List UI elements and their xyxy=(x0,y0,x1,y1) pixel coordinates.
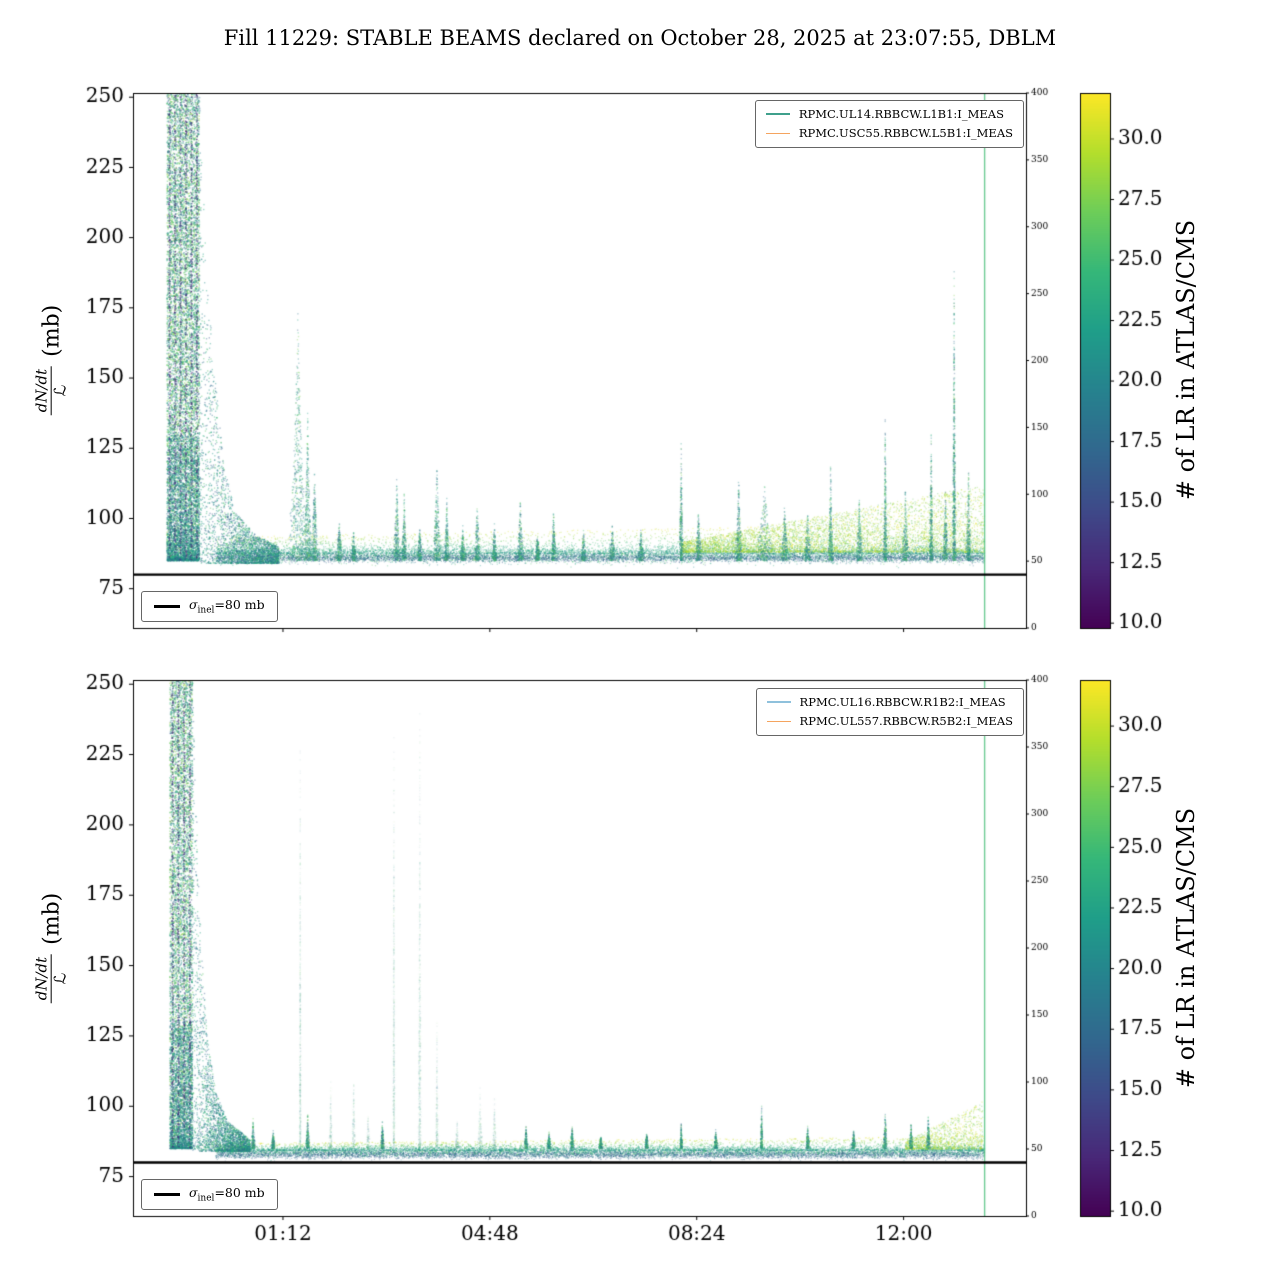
legend-line-swatch xyxy=(766,720,791,723)
legend-entry: RPMC.UL557.RBBCW.R5B2:I_MEAS xyxy=(766,714,1013,729)
sigma-legend-bottom: σinel=80 mb xyxy=(141,1179,278,1210)
ylabel-fraction-top: dN/dt ℒ xyxy=(33,365,71,416)
sigma-line-swatch xyxy=(154,1192,180,1196)
ylabel-unit-top: (mb) xyxy=(39,304,65,357)
legend-entry: RPMC.USC55.RBBCW.L5B1:I_MEAS xyxy=(765,126,1013,141)
legend-entry: RPMC.UL16.RBBCW.R1B2:I_MEAS xyxy=(766,695,1013,709)
legend-label: RPMC.UL14.RBBCW.L1B1:I_MEAS xyxy=(798,107,1004,121)
sigma-value-text: =80 mb xyxy=(214,1185,265,1200)
legend-label: RPMC.UL16.RBBCW.R1B2:I_MEAS xyxy=(799,695,1006,709)
sigma-label: σinel=80 mb xyxy=(189,1185,265,1204)
legend-label: RPMC.USC55.RBBCW.L5B1:I_MEAS xyxy=(798,126,1013,141)
legend-label: RPMC.UL557.RBBCW.R5B2:I_MEAS xyxy=(799,714,1013,729)
figure-title: Fill 11229: STABLE BEAMS declared on Oct… xyxy=(223,26,1057,50)
sigma-label: σinel=80 mb xyxy=(189,597,265,616)
sigma-subscript: inel xyxy=(197,1193,215,1204)
ylabel-denominator-top: ℒ xyxy=(50,384,70,397)
sigma-symbol: σ xyxy=(189,1185,198,1200)
colorbar-label-bottom: # of LR in ATLAS/CMS xyxy=(1172,807,1200,1089)
ylabel-fraction-bottom: dN/dt ℒ xyxy=(33,953,71,1004)
y-axis-label-top: dN/dt ℒ (mb) xyxy=(33,304,71,416)
ylabel-unit-bottom: (mb) xyxy=(39,892,65,945)
legend-line-swatch xyxy=(766,701,791,703)
legend-bottom: RPMC.UL16.RBBCW.R1B2:I_MEAS RPMC.UL557.R… xyxy=(755,688,1024,736)
sigma-subscript: inel xyxy=(197,605,215,616)
legend-top: RPMC.UL14.RBBCW.L1B1:I_MEAS RPMC.USC55.R… xyxy=(754,100,1024,148)
ylabel-denominator-bottom: ℒ xyxy=(50,972,70,985)
sigma-line-swatch xyxy=(154,604,180,608)
y-axis-label-bottom: dN/dt ℒ (mb) xyxy=(33,892,71,1004)
sigma-legend-top: σinel=80 mb xyxy=(141,591,278,622)
ylabel-numerator-top: dN/dt xyxy=(33,365,52,416)
legend-line-swatch xyxy=(765,132,790,135)
legend-entry: RPMC.UL14.RBBCW.L1B1:I_MEAS xyxy=(765,107,1013,121)
legend-line-swatch xyxy=(765,113,790,115)
sigma-symbol: σ xyxy=(189,597,198,612)
ylabel-numerator-bottom: dN/dt xyxy=(33,953,52,1004)
colorbar-label-top: # of LR in ATLAS/CMS xyxy=(1172,219,1200,501)
sigma-value-text: =80 mb xyxy=(214,597,265,612)
